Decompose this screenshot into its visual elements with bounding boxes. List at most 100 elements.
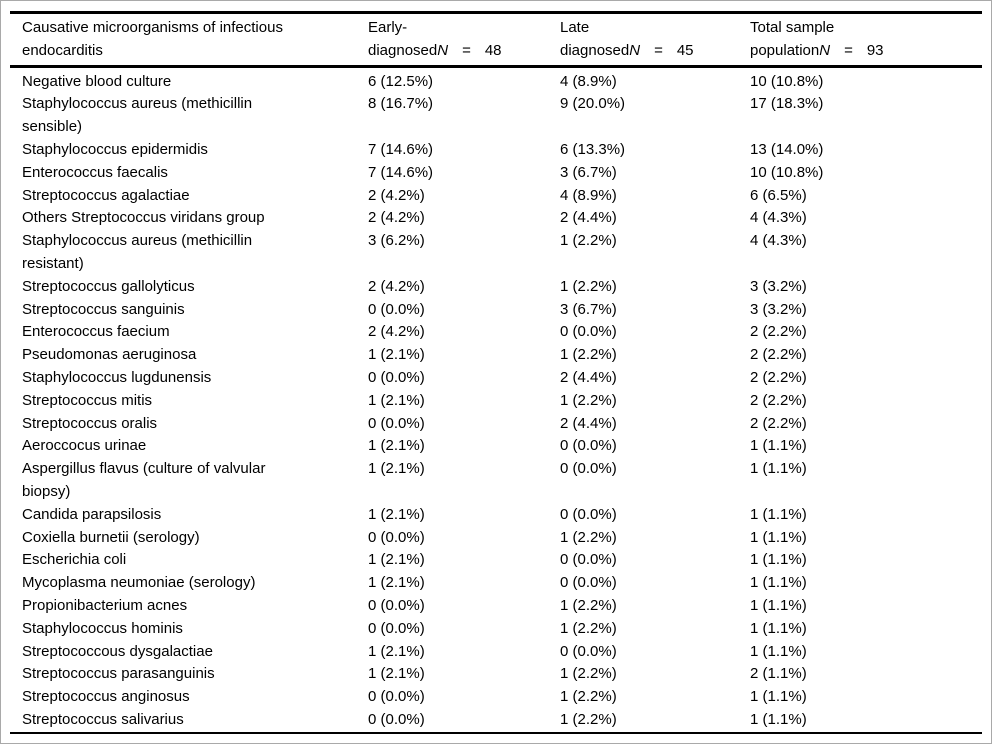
total-population-value: 4 (4.3%) bbox=[750, 232, 807, 250]
table-row: Aeroccocus urinae 1 (2.1%) 0 (0.0%) 1 (1… bbox=[10, 435, 982, 458]
sample-count: 93 bbox=[866, 41, 884, 59]
late-diagnosed-value: 1 (2.2%) bbox=[560, 688, 617, 706]
table-row: Staphylococcus lugdunensis 0 (0.0%) 2 (4… bbox=[10, 367, 982, 390]
microorganism-name: Streptococcus salivarius bbox=[22, 710, 184, 728]
table-header: Causative microorganisms of infectious e… bbox=[10, 12, 982, 68]
early-diagnosed-value: 2 (4.2%) bbox=[368, 186, 425, 204]
total-population-value: 2 (2.2%) bbox=[750, 346, 807, 364]
early-diagnosed-value: 1 (2.1%) bbox=[368, 391, 425, 409]
late-diagnosed-value: 1 (2.2%) bbox=[560, 277, 617, 295]
late-diagnosed-value: 2 (4.4%) bbox=[560, 368, 617, 386]
total-population-value: 2 (2.2%) bbox=[750, 368, 807, 386]
microorganism-name: Aspergillus flavus (culture of valvular … bbox=[22, 460, 266, 500]
early-diagnosed-value: 0 (0.0%) bbox=[368, 619, 425, 637]
header-line: Total sample bbox=[750, 19, 835, 36]
total-population-value: 1 (1.1%) bbox=[750, 596, 807, 614]
late-diagnosed-value: 1 (2.2%) bbox=[560, 619, 617, 637]
late-diagnosed-value: 0 (0.0%) bbox=[560, 551, 617, 569]
total-population-value: 6 (6.5%) bbox=[750, 186, 807, 204]
header-row: Causative microorganisms of infectious e… bbox=[10, 12, 982, 68]
table-row: Streptococcus agalactiae 2 (4.2%) 4 (8.9… bbox=[10, 185, 982, 208]
table-row: Negative blood culture 6 (12.5%) 4 (8.9%… bbox=[10, 66, 982, 93]
table-row: Staphylococcus hominis 0 (0.0%) 1 (2.2%)… bbox=[10, 618, 982, 641]
header-line: diagnosedN = 45 bbox=[560, 40, 750, 63]
microorganism-name: Streptococcous dysgalactiae bbox=[22, 642, 213, 660]
table-row: Others Streptococcus viridans group 2 (4… bbox=[10, 207, 982, 230]
header-prefix: population bbox=[750, 41, 820, 59]
early-diagnosed-value: 1 (2.1%) bbox=[368, 642, 425, 660]
header-prefix: diagnosed bbox=[368, 41, 438, 59]
late-diagnosed-value: 2 (4.4%) bbox=[560, 414, 617, 432]
microorganism-name: Streptococcus mitis bbox=[22, 391, 153, 409]
header-line: populationN = 93 bbox=[750, 40, 982, 63]
microorganism-name: Streptococcus parasanguinis bbox=[22, 665, 215, 683]
late-diagnosed-value: 0 (0.0%) bbox=[560, 437, 617, 455]
total-population-value: 2 (1.1%) bbox=[750, 665, 807, 683]
table-row: Streptococcus gallolyticus 2 (4.2%) 1 (2… bbox=[10, 276, 982, 299]
total-population-value: 4 (4.3%) bbox=[750, 209, 807, 227]
equals-sign: = bbox=[462, 41, 471, 59]
table-row: Enterococcus faecium 2 (4.2%) 0 (0.0%) 2… bbox=[10, 321, 982, 344]
late-diagnosed-value: 1 (2.2%) bbox=[560, 528, 617, 546]
column-header-total-population: Total sample populationN = 93 bbox=[750, 12, 982, 68]
microorganism-name: Staphylococcus epidermidis bbox=[22, 140, 208, 158]
table-row: Streptococcus sanguinis 0 (0.0%) 3 (6.7%… bbox=[10, 299, 982, 322]
microorganism-name: Candida parapsilosis bbox=[22, 505, 162, 523]
column-header-late-diagnosed: Late diagnosedN = 45 bbox=[560, 12, 750, 68]
total-population-value: 1 (1.1%) bbox=[750, 574, 807, 592]
table-body: Negative blood culture 6 (12.5%) 4 (8.9%… bbox=[10, 66, 982, 733]
early-diagnosed-value: 0 (0.0%) bbox=[368, 688, 425, 706]
late-diagnosed-value: 2 (4.4%) bbox=[560, 209, 617, 227]
microorganism-name: Others Streptococcus viridans group bbox=[22, 209, 265, 227]
microorganism-name: Negative blood culture bbox=[22, 72, 172, 90]
header-line: Causative microorganisms of infectious bbox=[22, 19, 283, 36]
microorganism-name: Staphylococcus lugdunensis bbox=[22, 368, 212, 386]
microorganism-name: Streptococcus oralis bbox=[22, 414, 158, 432]
early-diagnosed-value: 0 (0.0%) bbox=[368, 596, 425, 614]
late-diagnosed-value: 9 (20.0%) bbox=[560, 95, 626, 113]
late-diagnosed-value: 1 (2.2%) bbox=[560, 346, 617, 364]
microorganism-name: Mycoplasma neumoniae (serology) bbox=[22, 574, 256, 592]
total-population-value: 2 (2.2%) bbox=[750, 414, 807, 432]
total-population-value: 1 (1.1%) bbox=[750, 505, 807, 523]
late-diagnosed-value: 4 (8.9%) bbox=[560, 72, 617, 90]
table-row: Streptococcous dysgalactiae 1 (2.1%) 0 (… bbox=[10, 641, 982, 664]
table-row: Coxiella burnetii (serology) 0 (0.0%) 1 … bbox=[10, 527, 982, 550]
early-diagnosed-value: 1 (2.1%) bbox=[368, 665, 425, 683]
header-line: Late bbox=[560, 19, 590, 36]
early-diagnosed-value: 1 (2.1%) bbox=[368, 460, 425, 478]
late-diagnosed-value: 0 (0.0%) bbox=[560, 574, 617, 592]
late-diagnosed-value: 0 (0.0%) bbox=[560, 642, 617, 660]
early-diagnosed-value: 2 (4.2%) bbox=[368, 277, 425, 295]
table-row: Staphylococcus aureus (methicillin sensi… bbox=[10, 93, 982, 139]
early-diagnosed-value: 6 (12.5%) bbox=[368, 72, 434, 90]
early-diagnosed-value: 0 (0.0%) bbox=[368, 368, 425, 386]
early-diagnosed-value: 3 (6.2%) bbox=[368, 232, 425, 250]
sample-count: 45 bbox=[676, 41, 694, 59]
table-row: Streptococcus oralis 0 (0.0%) 2 (4.4%) 2… bbox=[10, 413, 982, 436]
table-row: Escherichia coli 1 (2.1%) 0 (0.0%) 1 (1.… bbox=[10, 549, 982, 572]
late-diagnosed-value: 0 (0.0%) bbox=[560, 460, 617, 478]
header-line: endocarditis bbox=[22, 41, 103, 59]
microorganism-name: Enterococcus faecium bbox=[22, 323, 170, 341]
total-population-value: 3 (3.2%) bbox=[750, 277, 807, 295]
total-population-value: 3 (3.2%) bbox=[750, 300, 807, 318]
early-diagnosed-value: 0 (0.0%) bbox=[368, 528, 425, 546]
table-row: Staphylococcus aureus (methicillin resis… bbox=[10, 230, 982, 276]
late-diagnosed-value: 3 (6.7%) bbox=[560, 163, 617, 181]
equals-sign: = bbox=[844, 41, 853, 59]
late-diagnosed-value: 0 (0.0%) bbox=[560, 323, 617, 341]
late-diagnosed-value: 0 (0.0%) bbox=[560, 505, 617, 523]
early-diagnosed-value: 1 (2.1%) bbox=[368, 346, 425, 364]
table-row: Enterococcus faecalis 7 (14.6%) 3 (6.7%)… bbox=[10, 162, 982, 185]
total-population-value: 1 (1.1%) bbox=[750, 437, 807, 455]
early-diagnosed-value: 2 (4.2%) bbox=[368, 209, 425, 227]
total-population-value: 1 (1.1%) bbox=[750, 642, 807, 660]
late-diagnosed-value: 6 (13.3%) bbox=[560, 140, 626, 158]
early-diagnosed-value: 8 (16.7%) bbox=[368, 95, 434, 113]
microorganism-name: Escherichia coli bbox=[22, 551, 127, 569]
early-diagnosed-value: 0 (0.0%) bbox=[368, 300, 425, 318]
table-row: Pseudomonas aeruginosa 1 (2.1%) 1 (2.2%)… bbox=[10, 344, 982, 367]
total-population-value: 1 (1.1%) bbox=[750, 551, 807, 569]
